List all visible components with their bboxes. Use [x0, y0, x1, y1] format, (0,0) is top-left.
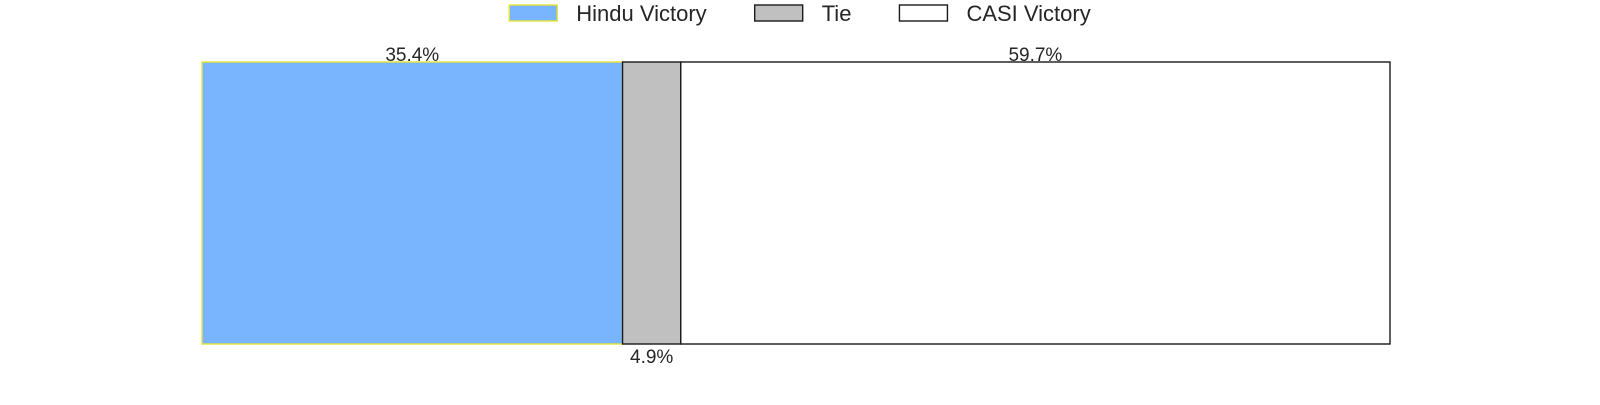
legend-swatch-tie — [753, 4, 804, 22]
value-label-casi-victory: 59.7% — [1008, 45, 1062, 66]
legend-swatch-casi-victory — [898, 4, 949, 22]
legend: Hindu Victory Tie CASI Victory — [508, 1, 1091, 26]
bar-segment-hindu-victory — [201, 61, 624, 345]
legend-label-casi-victory: CASI Victory — [966, 1, 1090, 26]
legend-label-tie: Tie — [822, 1, 852, 26]
legend-label-hindu-victory: Hindu Victory — [576, 1, 706, 26]
legend-item-tie: Tie — [753, 1, 852, 26]
legend-swatch-hindu-victory — [508, 4, 558, 22]
legend-item-casi-victory: CASI Victory — [898, 1, 1091, 26]
bar-segments — [201, 61, 1391, 345]
value-labels: 35.4% 4.9% 59.7% — [385, 45, 1062, 368]
value-label-tie: 4.9% — [630, 347, 673, 368]
legend-item-hindu-victory: Hindu Victory — [508, 1, 707, 26]
value-label-hindu-victory: 35.4% — [385, 45, 439, 66]
bar-segment-casi-victory — [680, 61, 1391, 345]
bar-segment-tie — [621, 61, 682, 345]
